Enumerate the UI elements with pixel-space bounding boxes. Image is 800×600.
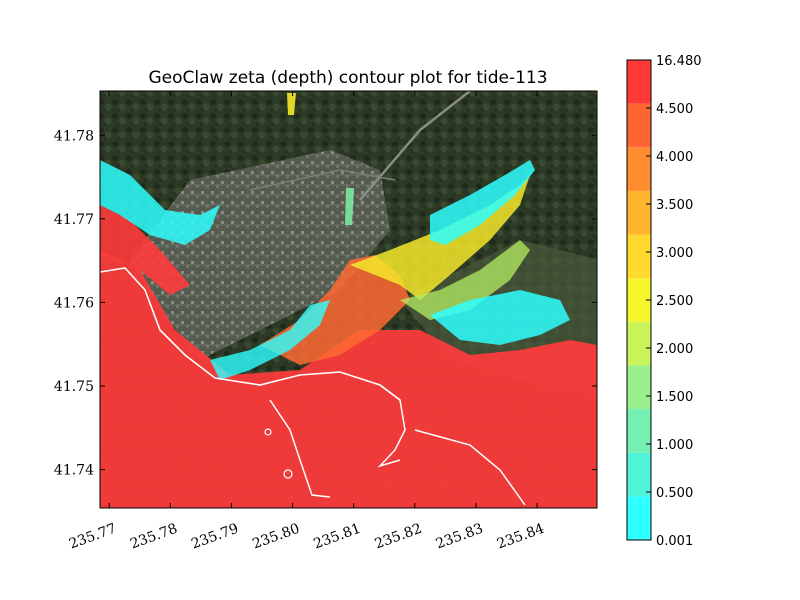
contour-band-cyan-northwest [100, 160, 220, 245]
colorbar: 0.001 0.500 1.000 1.500 2.000 2.500 3.000 3.500… [627, 54, 702, 549]
y-tick-label: 41.76 [54, 295, 94, 311]
y-tick-label: 41.74 [54, 463, 94, 479]
contour-band-red [100, 250, 597, 508]
colorbar-tick-label: 0.500 [656, 486, 693, 501]
contour-band-cyan-shore [210, 300, 330, 380]
harbor-breakwater [269, 399, 331, 498]
x-tick-label: 235.84 [495, 521, 547, 553]
town-area [130, 150, 390, 360]
colorbar-tick-label: 0.001 [656, 534, 693, 549]
colorbar-tick-label: 3.000 [656, 246, 693, 261]
colorbar-tick-label: 16.480 [656, 54, 702, 69]
y-tick-label: 41.75 [54, 379, 94, 395]
harbor-pier [377, 384, 406, 468]
colorbar-frame [626, 59, 652, 541]
x-tick-label: 235.82 [373, 521, 425, 553]
colorbar-tick-label: 2.500 [656, 294, 693, 309]
rock-islet-2 [264, 428, 272, 436]
contour-band-red-inlet [100, 205, 190, 295]
x-tick-label: 235.77 [67, 521, 119, 553]
coastline [100, 267, 401, 401]
colorbar-tick-label: 4.500 [656, 102, 693, 117]
contour-band-cyan-estuary [430, 160, 535, 245]
colorbar-segment [627, 409, 651, 453]
colorbar-tick-label: 2.000 [656, 342, 693, 357]
colorbar-segment [627, 234, 651, 279]
plot-area: Data SIO, NOAA, U.S. Navy, NGA, GEBCO [100, 91, 597, 508]
colorbar-segment [627, 147, 651, 191]
colorbar-segment [627, 190, 651, 235]
contour-channel-creek [345, 188, 354, 225]
chart-title: GeoClaw zeta (depth) contour plot for ti… [148, 68, 547, 88]
x-tick-label: 235.78 [128, 521, 180, 553]
y-tick-label: 41.77 [54, 212, 94, 228]
contour-channel-north [287, 93, 296, 115]
colorbar-tick-label: 1.000 [656, 438, 693, 453]
colorbar-segment [627, 452, 651, 497]
colorbar-segment [627, 60, 651, 104]
colorbar-segment [627, 496, 651, 540]
colorbar-tick-label: 3.500 [656, 198, 693, 213]
plot-frame [99, 90, 598, 509]
colorbar-segment [627, 321, 651, 366]
contour-band-green [400, 240, 530, 320]
y-axis: 41.74 41.75 41.76 41.77 41.78 [54, 128, 597, 479]
x-tick-label: 235.79 [189, 521, 241, 553]
colorbar-segment [627, 103, 651, 148]
contour-band-cyan-east [430, 290, 570, 345]
x-tick-label: 235.81 [312, 521, 364, 553]
coast-road [414, 429, 526, 506]
road-secondary [249, 169, 396, 191]
map-attribution: Data SIO, NOAA, U.S. Navy, NGA, GEBCO [343, 485, 487, 493]
rock-islet [283, 469, 293, 479]
x-tick-label: 235.80 [250, 521, 302, 553]
x-tick-label: 235.83 [434, 521, 486, 553]
colorbar-segment [627, 365, 651, 410]
colorbar-tick-label: 4.000 [656, 150, 693, 165]
y-tick-label: 41.78 [54, 128, 94, 144]
colorbar-tick-label: 1.500 [656, 390, 693, 405]
